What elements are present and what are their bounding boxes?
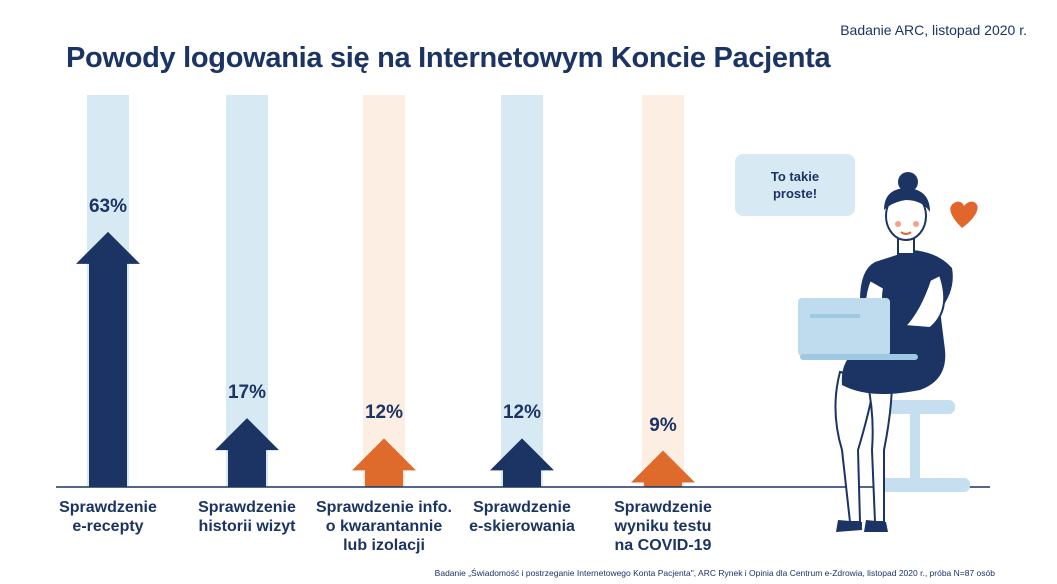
bar-arrow-2 [215,418,279,487]
value-label-4: 12% [502,402,542,424]
category-label-1: Sprawdzenie e-recepty [59,499,157,535]
bar-arrow-4 [490,438,554,487]
heart-icon [950,201,978,228]
category-label-4: Sprawdzenie e-skierowania [469,499,575,535]
bar-arrow-3 [352,438,416,487]
bar-track-4 [501,95,543,487]
bar-track-5 [642,95,684,487]
category-label-3: Sprawdzenie info. o kwarantannie lub izola… [315,499,452,554]
bar-arrow-1 [76,231,140,487]
woman-laptop-illustration [798,172,978,532]
value-label-3: 12% [364,402,404,424]
value-label-2: 17% [227,382,267,404]
bar-track-3 [363,95,405,487]
bar-arrow-5 [631,450,695,487]
value-label-1: 63% [88,195,128,217]
speech-bubble: To takie proste! [735,154,855,216]
footnote: Badanie „Świadomość i postrzeganie Inter… [434,568,995,578]
value-label-5: 9% [649,414,677,436]
laptop-icon [798,298,918,360]
category-label-2: Sprawdzenie historii wizyt [198,499,296,535]
chart-title: Powody logowania się na Internetowym Kon… [66,42,831,74]
source-note: Badanie ARC, listopad 2020 r. [840,22,1027,38]
stool-icon [875,400,970,492]
speech-bubble-text: To takie proste! [770,169,820,201]
category-label-5: Sprawdzenie wyniku testu na COVID-19 [614,499,712,554]
